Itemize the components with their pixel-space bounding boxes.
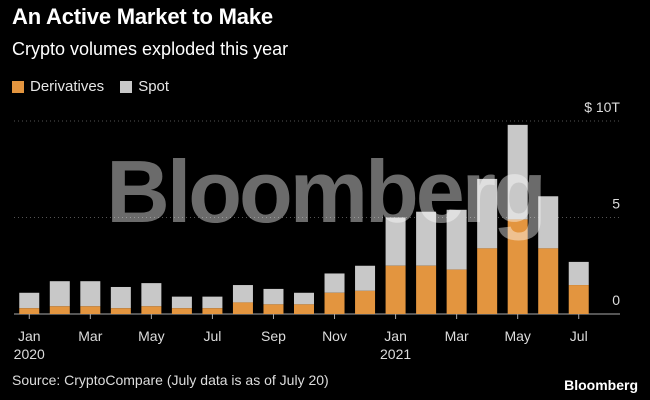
- bar-derivatives-14: [446, 269, 467, 314]
- legend-label-spot: Spot: [138, 78, 170, 95]
- legend-swatch-spot: [120, 80, 133, 93]
- bar-derivatives-18: [568, 285, 589, 314]
- x-tick-label: Nov: [322, 328, 347, 344]
- x-tick-year-label: 2020: [14, 346, 45, 362]
- bar-derivatives-7: [232, 302, 253, 314]
- bar-spot-16: [507, 124, 528, 220]
- bar-derivatives-4: [141, 306, 162, 314]
- bar-spot-11: [355, 265, 376, 291]
- bar-derivatives-13: [416, 265, 437, 314]
- x-tick-label: May: [504, 328, 530, 344]
- x-tick-label: Jul: [570, 328, 588, 344]
- chart-subtitle: Crypto volumes exploded this year: [12, 39, 289, 59]
- watermark: Bloomberg: [106, 142, 543, 241]
- bar-spot-17: [538, 196, 559, 249]
- bar-derivatives-9: [294, 304, 314, 314]
- x-tick-label: Sep: [261, 328, 286, 344]
- x-tick-label: Jul: [203, 328, 221, 344]
- y-tick-label: 0: [612, 292, 620, 308]
- bar-derivatives-10: [324, 292, 345, 314]
- bars: [19, 124, 589, 314]
- bar-derivatives-17: [538, 248, 559, 314]
- x-tick-year-label: 2021: [380, 346, 411, 362]
- bar-derivatives-6: [202, 308, 223, 314]
- bar-derivatives-3: [110, 308, 131, 314]
- y-tick-label: $ 10T: [584, 99, 620, 115]
- chart-title: An Active Market to Make: [12, 4, 273, 29]
- bar-derivatives-15: [477, 248, 498, 314]
- legend-label-derivatives: Derivatives: [30, 78, 105, 95]
- bar-derivatives-12: [385, 265, 406, 314]
- x-axis: Jan 2020 Mar May Jul Sep Nov Jan 2021 Mar May Jul: [14, 314, 588, 362]
- bar-derivatives-0: [19, 308, 40, 314]
- bar-spot-2: [80, 281, 101, 307]
- bar-spot-0: [19, 292, 40, 309]
- bar-derivatives-5: [171, 308, 192, 314]
- legend-item-spot: Spot: [120, 78, 169, 95]
- x-tick-label: Mar: [445, 328, 469, 344]
- legend: Derivatives Spot: [12, 78, 185, 95]
- bar-spot-8: [263, 288, 284, 305]
- y-tick-label: 5: [612, 196, 620, 212]
- x-tick-label: May: [138, 328, 164, 344]
- bar-spot-15: [477, 178, 498, 249]
- bar-spot-18: [568, 261, 589, 286]
- x-tick-label: Mar: [78, 328, 102, 344]
- x-tick-label: Jan: [18, 328, 41, 344]
- bar-spot-13: [416, 211, 437, 266]
- bar-derivatives-1: [49, 306, 70, 314]
- bar-spot-3: [110, 286, 131, 309]
- bar-derivatives-2: [80, 306, 101, 314]
- source-note: Source: CryptoCompare (July data is as o…: [12, 372, 329, 388]
- bar-spot-14: [446, 209, 467, 270]
- bar-spot-5: [171, 296, 192, 309]
- bar-spot-12: [385, 217, 406, 266]
- bar-spot-4: [141, 283, 162, 307]
- bar-spot-9: [294, 292, 314, 305]
- y-axis: 0 5 $ 10T: [584, 99, 620, 308]
- bar-derivatives-11: [355, 290, 376, 314]
- legend-item-derivatives: Derivatives: [12, 78, 104, 95]
- bar-spot-6: [202, 296, 223, 309]
- bar-spot-10: [324, 273, 345, 293]
- bar-derivatives-8: [263, 304, 284, 314]
- brand-logo: Bloomberg: [564, 377, 638, 393]
- x-tick-label: Jan: [384, 328, 407, 344]
- bar-spot-7: [232, 285, 253, 303]
- bar-spot-1: [49, 281, 70, 307]
- bar-derivatives-16: [507, 219, 528, 314]
- legend-swatch-derivatives: [12, 80, 24, 93]
